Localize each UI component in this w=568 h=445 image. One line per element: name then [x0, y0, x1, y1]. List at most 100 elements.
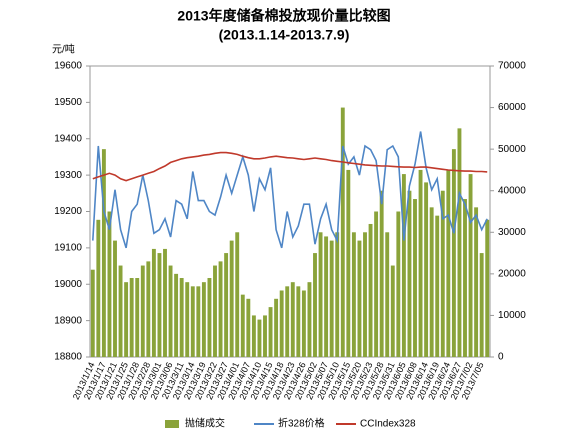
bar: [318, 232, 323, 357]
bar: [413, 199, 417, 357]
bar: [346, 169, 351, 357]
legend-label: 折328价格: [278, 417, 325, 430]
y2-tick-label: 30000: [498, 227, 526, 238]
bar: [357, 240, 362, 357]
y-tick-label: 18900: [54, 315, 82, 326]
bar: [263, 315, 267, 357]
bar: [268, 307, 273, 357]
bar: [279, 290, 284, 357]
bar: [207, 278, 212, 357]
bar: [457, 128, 462, 357]
bar: [374, 211, 379, 357]
plot-area: [89, 65, 491, 358]
bar: [407, 190, 412, 357]
line: [92, 151, 488, 182]
bar: [163, 248, 167, 357]
bar: [201, 282, 206, 357]
bar: [418, 169, 423, 357]
bar: [401, 174, 406, 357]
bar: [379, 190, 384, 357]
bar: [307, 282, 312, 357]
bar: [435, 215, 440, 357]
chart-subtitle: (2013.1.14-2013.7.9): [219, 27, 350, 43]
bar: [146, 261, 151, 357]
bar: [113, 240, 117, 357]
legend-label: 抛储成交: [185, 417, 225, 430]
bar: [329, 240, 334, 357]
bar: [351, 232, 356, 357]
bar: [135, 278, 140, 357]
bar: [246, 298, 251, 357]
bar: [396, 211, 401, 357]
y-tick-label: 19400: [54, 133, 82, 144]
bar: [140, 265, 145, 357]
bar: [235, 232, 240, 357]
bar: [368, 223, 373, 357]
bar: [124, 282, 129, 357]
legend-swatch: [165, 420, 179, 428]
bar: [157, 253, 162, 357]
bar: [335, 232, 340, 357]
bar: [446, 169, 451, 357]
bar: [285, 286, 290, 357]
y-tick-label: 19200: [54, 206, 82, 217]
bar: [174, 273, 179, 357]
bar: [363, 232, 367, 357]
bar: [274, 298, 279, 357]
bar: [257, 319, 262, 357]
y2-tick-label: 70000: [498, 61, 526, 72]
bar: [213, 265, 217, 357]
bar: [301, 290, 306, 357]
bar: [101, 149, 106, 357]
bar: [324, 236, 329, 357]
bar: [385, 232, 390, 357]
bar: [474, 207, 479, 357]
bar: [196, 286, 201, 357]
bar: [468, 174, 473, 357]
bar: [185, 282, 190, 357]
y-tick-label: 19500: [54, 97, 82, 108]
bar: [296, 286, 301, 357]
bar: [340, 107, 345, 357]
bar: [179, 278, 184, 357]
y2-tick-label: 0: [498, 352, 504, 363]
bar: [96, 219, 101, 357]
bar: [218, 261, 223, 357]
bar: [129, 278, 134, 357]
line: [92, 131, 488, 249]
bar: [485, 219, 490, 357]
y-tick-label: 19000: [54, 279, 82, 290]
chart-title: 2013年度储备棉投放现价量比较图: [177, 8, 390, 24]
y-tick-label: 19100: [54, 243, 82, 254]
y2-tick-label: 40000: [498, 185, 526, 196]
y-tick-label: 19300: [54, 170, 82, 181]
bar: [290, 282, 295, 357]
bar: [224, 253, 229, 357]
bar: [107, 211, 112, 357]
y-tick-label: 19600: [54, 61, 82, 72]
bar: [240, 294, 245, 357]
bar: [451, 149, 456, 357]
y2-tick-label: 10000: [498, 310, 526, 321]
y-tick-label: 18800: [54, 352, 82, 363]
legend-label: CCIndex328: [360, 419, 416, 430]
y2-tick-label: 60000: [498, 102, 526, 113]
y2-tick-label: 20000: [498, 268, 526, 279]
bar: [479, 253, 484, 357]
bar: [118, 265, 123, 357]
bar: [440, 190, 445, 357]
bar: [168, 265, 173, 357]
bar: [90, 269, 95, 357]
bar: [251, 315, 256, 357]
bar: [463, 199, 467, 357]
bar: [229, 240, 234, 357]
bar: [424, 182, 429, 357]
y-axis-label: 元/吨: [52, 43, 75, 56]
y2-tick-label: 50000: [498, 144, 526, 155]
bar: [190, 286, 195, 357]
bar: [390, 265, 395, 357]
bar: [313, 253, 317, 357]
bar: [151, 248, 156, 357]
